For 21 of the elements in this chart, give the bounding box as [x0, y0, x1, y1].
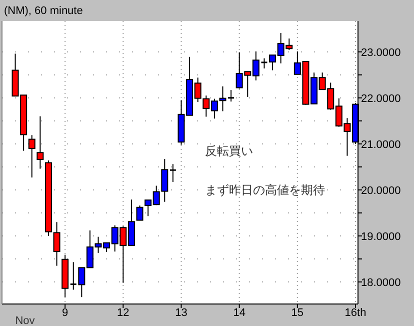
x-tick-label: 15 [291, 307, 304, 319]
y-tick-label: 19.0000 [361, 230, 401, 243]
text: Nov [15, 315, 36, 326]
x-tick-label: 16th [344, 307, 366, 319]
x-tick-label: 13 [175, 307, 188, 319]
candlestick [28, 134, 36, 178]
y-tick-label: 18.0000 [361, 276, 401, 289]
x-tick-label: 14 [233, 307, 246, 319]
candlestick [227, 90, 235, 102]
annotation: まず昨日の高値を期待 [205, 183, 325, 197]
candlestick [36, 116, 44, 170]
annotation: 反転買い [205, 144, 253, 158]
candlestick [136, 205, 144, 221]
y-tick-label: 21.0000 [361, 138, 401, 151]
y-tick-label: 20.0000 [361, 184, 401, 197]
y-tick-label: 22.0000 [361, 92, 401, 105]
x-tick-label: 9 [62, 307, 68, 319]
chart-title: (NM), 60 minute [4, 5, 83, 17]
candlestick [169, 164, 177, 183]
x-tick-label: 12 [117, 307, 130, 319]
y-tick-label: 23.0000 [361, 46, 401, 59]
